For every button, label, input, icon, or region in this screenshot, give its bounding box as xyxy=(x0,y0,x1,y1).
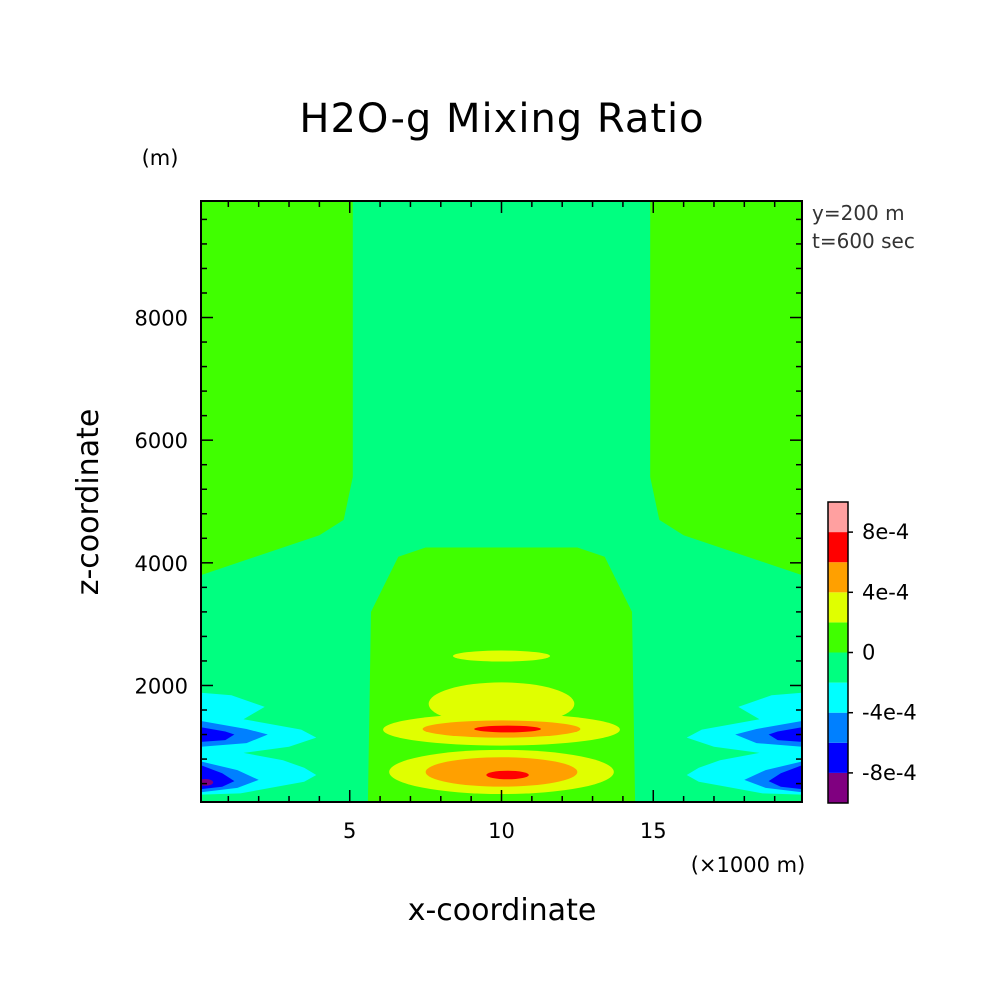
contour-region-13 xyxy=(201,727,235,742)
colorbar-label: -4e-4 xyxy=(862,701,917,725)
contour-regions xyxy=(201,201,802,802)
x-axis: 5 10 15 xyxy=(227,201,776,843)
x-tick-label: 5 xyxy=(343,819,356,843)
colorbar: -8e-4 -4e-4 0 4e-4 8e-4 xyxy=(827,501,917,804)
x-tick-label: 10 xyxy=(488,819,515,843)
y-tick-label: 6000 xyxy=(135,429,188,453)
contour-region-21 xyxy=(768,765,802,790)
colorbar-swatch xyxy=(828,742,848,773)
colorbar-swatch xyxy=(828,652,848,683)
contour-region-7 xyxy=(474,725,541,733)
colorbar-swatch xyxy=(828,682,848,713)
y-axis-label: z-coordinate xyxy=(71,409,106,596)
colorbar-swatch xyxy=(828,562,848,593)
contour-region-10 xyxy=(486,770,529,780)
colorbar-label: 4e-4 xyxy=(862,580,909,604)
colorbar-label: -8e-4 xyxy=(862,761,917,785)
x-unit-label: (×1000 m) xyxy=(691,853,806,877)
chart-title: H2O-g Mixing Ratio xyxy=(299,96,704,142)
colorbar-swatch xyxy=(828,772,848,803)
colorbar-swatch xyxy=(828,532,848,563)
colorbar-swatch xyxy=(828,712,848,743)
x-tick-label: 15 xyxy=(640,819,667,843)
annotation-t: t=600 sec xyxy=(812,229,915,253)
colorbar-swatch xyxy=(828,622,848,653)
contour-region-1 xyxy=(201,201,802,802)
contour-region-3 xyxy=(452,650,551,662)
y-tick-label: 2000 xyxy=(135,674,188,698)
y-unit-label: (m) xyxy=(142,146,179,170)
contour-region-19 xyxy=(768,727,802,742)
colorbar-swatch xyxy=(828,592,848,623)
y-tick-label: 4000 xyxy=(135,552,188,576)
y-tick-label: 8000 xyxy=(135,307,188,331)
colorbar-label: 0 xyxy=(862,641,875,665)
colorbar-swatch xyxy=(828,502,848,533)
colorbar-label: 8e-4 xyxy=(862,520,909,544)
x-axis-label: x-coordinate xyxy=(408,893,597,928)
annotation-y: y=200 m xyxy=(812,201,905,225)
y-axis: 2000 4000 6000 8000 xyxy=(135,218,802,785)
